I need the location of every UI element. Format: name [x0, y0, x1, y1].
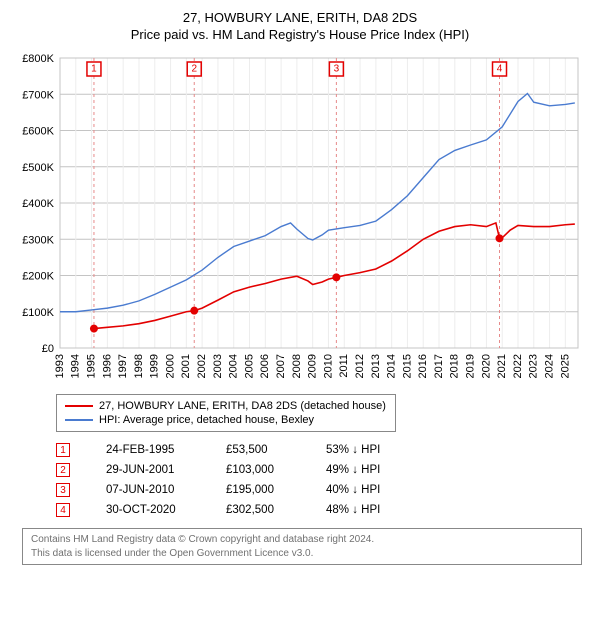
footer-line-1: Contains HM Land Registry data © Crown c…: [31, 533, 573, 547]
svg-text:£700K: £700K: [22, 89, 54, 101]
svg-text:1997: 1997: [117, 354, 129, 378]
transaction-pct: 40% ↓ HPI: [326, 484, 426, 496]
svg-text:1995: 1995: [85, 354, 97, 378]
svg-text:2020: 2020: [480, 354, 492, 378]
title-subtitle: Price paid vs. HM Land Registry's House …: [12, 27, 588, 42]
chart-svg: £0 £100K £200K £300K £400K £500K £600K £700K £80…: [12, 48, 588, 388]
legend-label: HPI: Average price, detached house, Bexl…: [99, 414, 314, 426]
transaction-pct: 49% ↓ HPI: [326, 464, 426, 476]
title-block: 27, HOWBURY LANE, ERITH, DA8 2DS Price p…: [12, 10, 588, 42]
svg-text:2013: 2013: [370, 354, 382, 378]
svg-text:£800K: £800K: [22, 53, 54, 65]
svg-text:2002: 2002: [196, 354, 208, 378]
svg-text:2008: 2008: [291, 354, 303, 378]
svg-text:2003: 2003: [212, 354, 224, 378]
svg-text:1993: 1993: [54, 354, 66, 378]
svg-text:2024: 2024: [543, 354, 555, 378]
footer-line-2: This data is licensed under the Open Gov…: [31, 547, 573, 561]
svg-text:3: 3: [334, 64, 340, 75]
svg-text:1998: 1998: [133, 354, 145, 378]
transaction-marker: 4: [56, 503, 70, 517]
svg-text:2019: 2019: [465, 354, 477, 378]
svg-text:2001: 2001: [180, 354, 192, 378]
svg-text:2011: 2011: [338, 354, 350, 378]
transaction-pct: 53% ↓ HPI: [326, 444, 426, 456]
transaction-date: 24-FEB-1995: [106, 444, 226, 456]
transaction-row: 2 29-JUN-2001£103,00049% ↓ HPI: [56, 460, 588, 480]
transactions-table: 1 24-FEB-1995£53,50053% ↓ HPI 2 29-JUN-2001…: [56, 440, 588, 520]
svg-text:2: 2: [191, 64, 197, 75]
legend-item: HPI: Average price, detached house, Bexl…: [65, 413, 387, 427]
transaction-row: 1 24-FEB-1995£53,50053% ↓ HPI: [56, 440, 588, 460]
svg-text:£600K: £600K: [22, 126, 54, 138]
svg-text:£500K: £500K: [22, 162, 54, 174]
svg-text:1996: 1996: [101, 354, 113, 378]
svg-text:£400K: £400K: [22, 198, 54, 210]
svg-text:2005: 2005: [243, 354, 255, 378]
transaction-marker: 2: [56, 463, 70, 477]
legend-swatch: [65, 419, 93, 421]
svg-text:2015: 2015: [401, 354, 413, 378]
transaction-marker: 3: [56, 483, 70, 497]
title-address: 27, HOWBURY LANE, ERITH, DA8 2DS: [12, 10, 588, 25]
svg-text:2025: 2025: [559, 354, 571, 378]
svg-text:2007: 2007: [275, 354, 287, 378]
svg-text:2021: 2021: [496, 354, 508, 378]
transaction-pct: 48% ↓ HPI: [326, 504, 426, 516]
svg-text:1: 1: [91, 64, 97, 75]
footer-attribution: Contains HM Land Registry data © Crown c…: [22, 528, 582, 565]
svg-text:£0: £0: [42, 343, 54, 355]
svg-text:2023: 2023: [528, 354, 540, 378]
transaction-date: 07-JUN-2010: [106, 484, 226, 496]
svg-text:£200K: £200K: [22, 271, 54, 283]
svg-text:£300K: £300K: [22, 234, 54, 246]
svg-text:2022: 2022: [512, 354, 524, 378]
svg-text:2010: 2010: [322, 354, 334, 378]
chart: £0 £100K £200K £300K £400K £500K £600K £700K £80…: [12, 48, 588, 388]
chart-container: 27, HOWBURY LANE, ERITH, DA8 2DS Price p…: [0, 0, 600, 577]
svg-text:2016: 2016: [417, 354, 429, 378]
svg-text:2006: 2006: [259, 354, 271, 378]
svg-text:1994: 1994: [70, 354, 82, 378]
svg-text:£100K: £100K: [22, 307, 54, 319]
legend: 27, HOWBURY LANE, ERITH, DA8 2DS (detach…: [56, 394, 396, 432]
svg-text:4: 4: [497, 64, 503, 75]
transaction-price: £53,500: [226, 444, 326, 456]
svg-text:2014: 2014: [386, 354, 398, 378]
transaction-row: 4 30-OCT-2020£302,50048% ↓ HPI: [56, 500, 588, 520]
transaction-price: £195,000: [226, 484, 326, 496]
transaction-price: £103,000: [226, 464, 326, 476]
svg-text:1999: 1999: [149, 354, 161, 378]
transaction-row: 3 07-JUN-2010£195,00040% ↓ HPI: [56, 480, 588, 500]
svg-text:2009: 2009: [307, 354, 319, 378]
svg-text:2012: 2012: [354, 354, 366, 378]
svg-text:2000: 2000: [164, 354, 176, 378]
transaction-date: 30-OCT-2020: [106, 504, 226, 516]
legend-item: 27, HOWBURY LANE, ERITH, DA8 2DS (detach…: [65, 399, 387, 413]
transaction-marker: 1: [56, 443, 70, 457]
legend-swatch: [65, 405, 93, 407]
transaction-price: £302,500: [226, 504, 326, 516]
transaction-date: 29-JUN-2001: [106, 464, 226, 476]
svg-text:2004: 2004: [228, 354, 240, 378]
legend-label: 27, HOWBURY LANE, ERITH, DA8 2DS (detach…: [99, 400, 386, 412]
svg-text:2017: 2017: [433, 354, 445, 378]
svg-text:2018: 2018: [449, 354, 461, 378]
